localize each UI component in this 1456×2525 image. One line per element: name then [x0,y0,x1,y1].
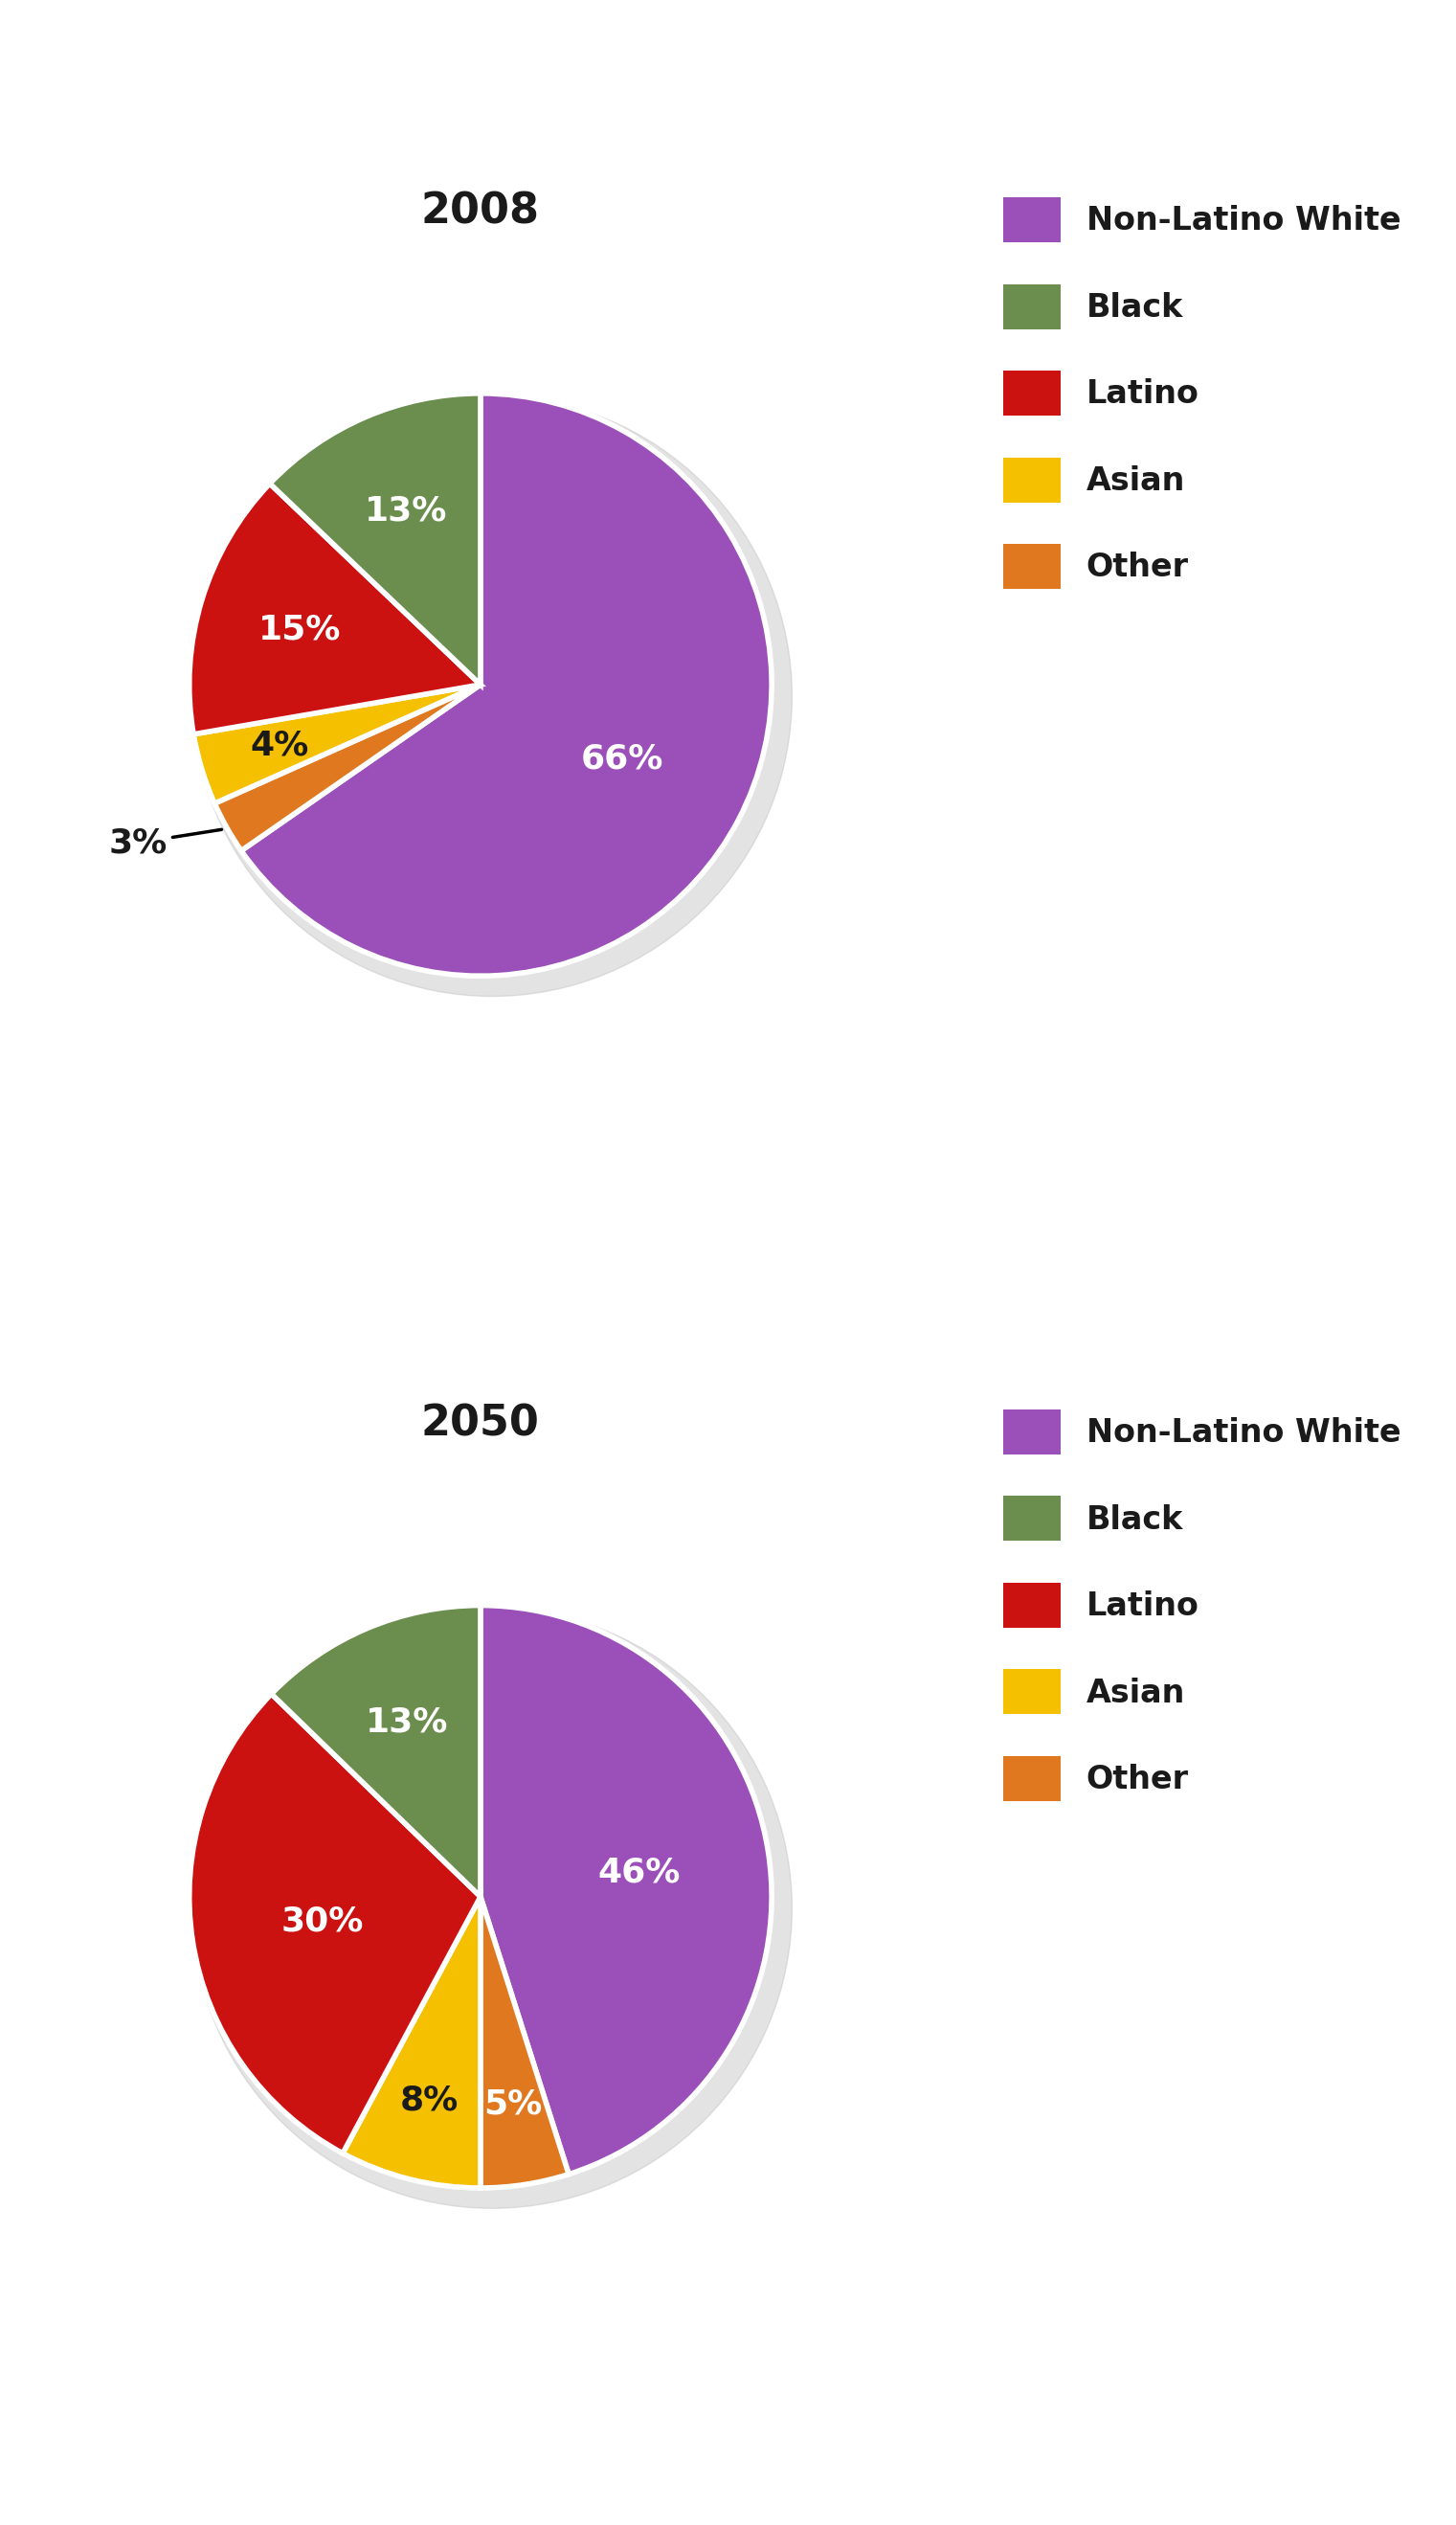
Text: 5%: 5% [483,2088,542,2121]
Text: 13%: 13% [365,1707,448,1740]
Text: 46%: 46% [597,1856,680,1889]
Text: 66%: 66% [581,742,664,775]
Wedge shape [194,684,480,803]
Wedge shape [189,485,480,735]
Title: 2050: 2050 [421,1404,540,1444]
Wedge shape [269,394,480,684]
Text: 15%: 15% [258,614,341,646]
Wedge shape [271,1606,480,1896]
Circle shape [192,396,792,997]
Wedge shape [342,1896,480,2189]
Text: 4%: 4% [250,730,309,763]
Legend: Non-Latino White, Black, Latino, Asian, Other: Non-Latino White, Black, Latino, Asian, … [1003,1409,1401,1800]
Text: 13%: 13% [364,495,447,528]
Wedge shape [214,684,480,851]
Text: 30%: 30% [281,1904,364,1937]
Circle shape [192,1608,792,2209]
Wedge shape [480,1896,569,2189]
Wedge shape [242,394,772,977]
Wedge shape [480,1606,772,2174]
Title: 2008: 2008 [421,192,540,232]
Text: 8%: 8% [400,2083,459,2116]
Text: 3%: 3% [109,826,221,858]
Legend: Non-Latino White, Black, Latino, Asian, Other: Non-Latino White, Black, Latino, Asian, … [1003,197,1401,588]
Wedge shape [189,1694,480,2154]
